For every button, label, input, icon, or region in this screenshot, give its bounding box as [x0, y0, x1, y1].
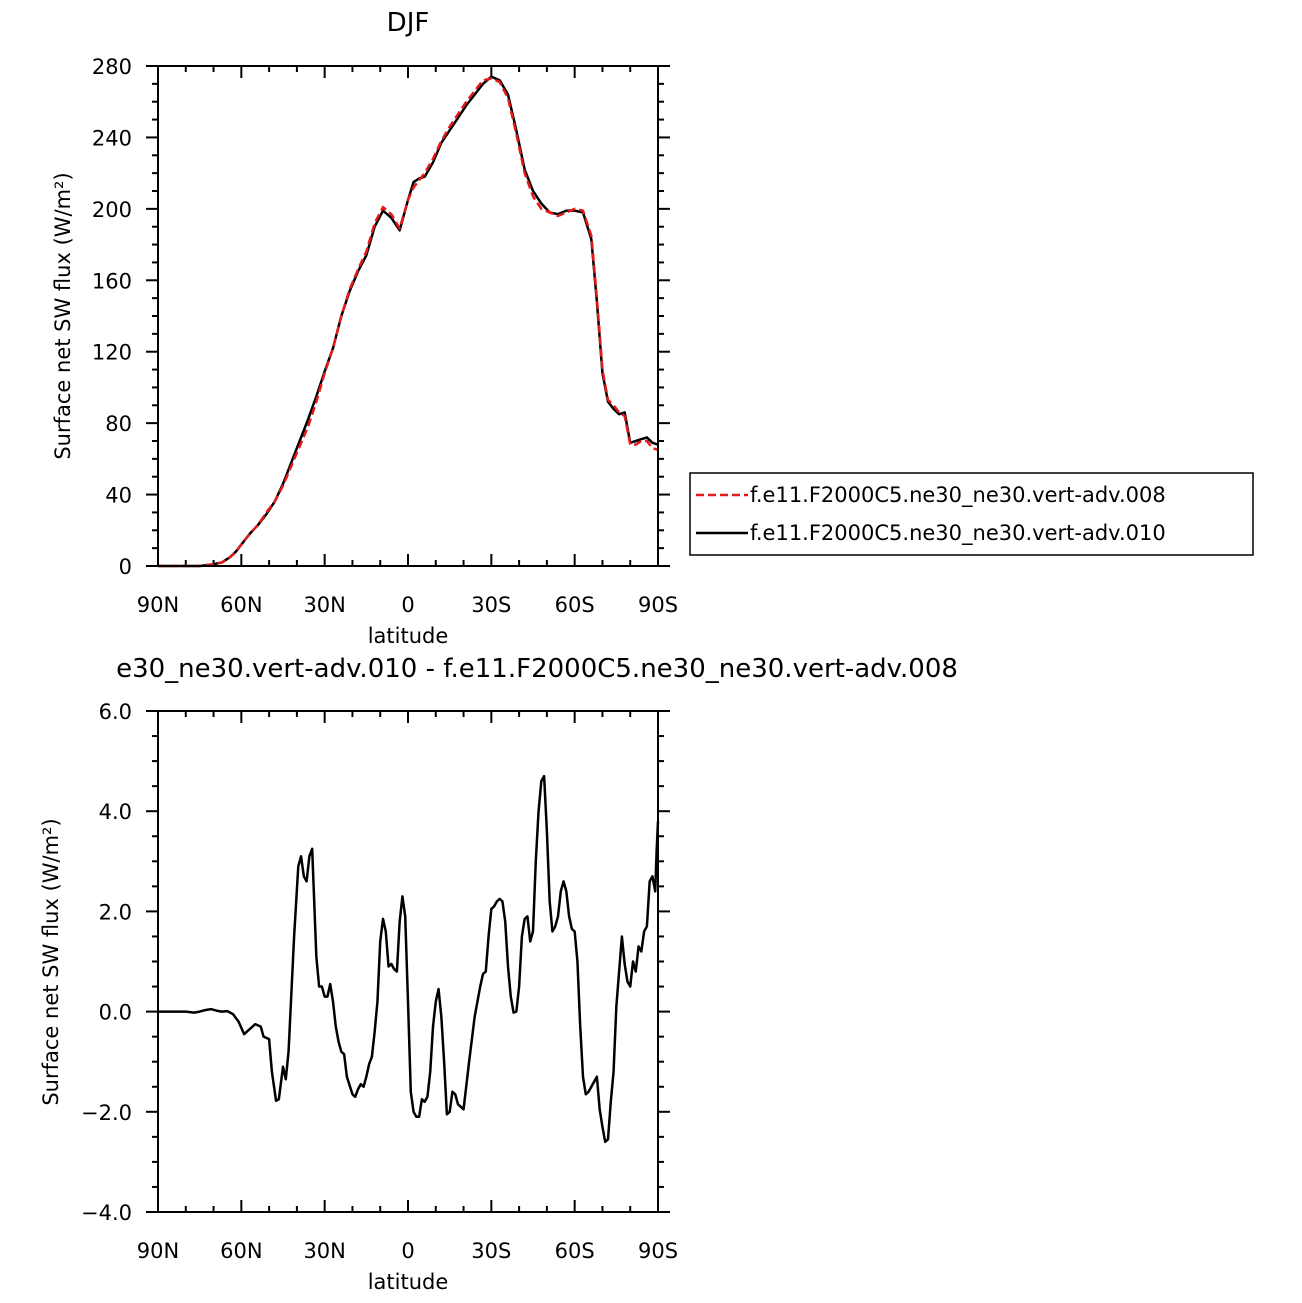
top-plot-lines [158, 75, 659, 568]
top-plot-frame [157, 65, 659, 567]
x-tick-label: 60S [555, 1239, 595, 1263]
y-tick-label: 2.0 [99, 900, 132, 924]
bottom-y-axis-label: Surface net SW flux (W/m²) [39, 818, 63, 1105]
x-tick-label: 90S [638, 593, 678, 617]
y-tick-label: 4.0 [99, 800, 132, 824]
y-tick-label: 0.0 [99, 1001, 132, 1025]
x-tick-label: 30S [471, 593, 511, 617]
x-tick-label: 60S [555, 593, 595, 617]
y-tick-label: 40 [105, 484, 132, 508]
bottom-x-axis-label: latitude [368, 1270, 449, 1294]
y-tick-label: 160 [92, 269, 132, 293]
top-axes-ticks: 90N 60N 30N 0 30S 60S 90S 0 40 80 120 160 200 240 280 [92, 55, 678, 617]
y-tick-label: 120 [92, 341, 132, 365]
x-tick-label: 90N [137, 593, 179, 617]
top-series-line-0 [158, 77, 659, 568]
legend-label-008: f.e11.F2000C5.ne30_ne30.vert-adv.008 [750, 483, 1166, 508]
legend: f.e11.F2000C5.ne30_ne30.vert-adv.008 f.e… [689, 472, 1254, 556]
y-tick-label: 80 [105, 412, 132, 436]
x-tick-label: 90S [638, 1239, 678, 1263]
y-tick-label: 200 [92, 198, 132, 222]
y-tick-label: 240 [92, 126, 132, 150]
y-tick-label: −4.0 [81, 1201, 132, 1225]
x-tick-label: 60N [220, 1239, 262, 1263]
top-series-line-1 [158, 75, 659, 568]
x-tick-label: 90N [137, 1239, 179, 1263]
top-chart-title: DJF [387, 8, 430, 38]
x-tick-label: 60N [220, 593, 262, 617]
y-tick-label: 6.0 [99, 700, 132, 724]
top-y-axis-label: Surface net SW flux (W/m²) [51, 172, 75, 459]
legend-box [689, 472, 1254, 556]
y-tick-label: 0 [119, 555, 132, 579]
x-tick-label: 30S [471, 1239, 511, 1263]
x-tick-label: 30N [303, 1239, 345, 1263]
top-x-axis-label: latitude [368, 624, 449, 648]
bottom-plot-frame [157, 710, 659, 1213]
top-panel: DJF 90N 60N 30N 0 30S 60S 90S 0 40 80 120 160 200 240… [51, 8, 678, 648]
bottom-series-line-0 [158, 774, 660, 1144]
bottom-plot-lines [158, 774, 660, 1144]
y-tick-label: −2.0 [81, 1101, 132, 1125]
x-tick-label: 0 [401, 1239, 414, 1263]
x-tick-label: 30N [303, 593, 345, 617]
bottom-chart-title: e30_ne30.vert-adv.010 - f.e11.F2000C5.ne… [116, 654, 958, 684]
bottom-panel: e30_ne30.vert-adv.010 - f.e11.F2000C5.ne… [39, 654, 958, 1294]
legend-label-010: f.e11.F2000C5.ne30_ne30.vert-adv.010 [750, 521, 1166, 546]
y-tick-label: 280 [92, 55, 132, 79]
x-tick-label: 0 [401, 593, 414, 617]
